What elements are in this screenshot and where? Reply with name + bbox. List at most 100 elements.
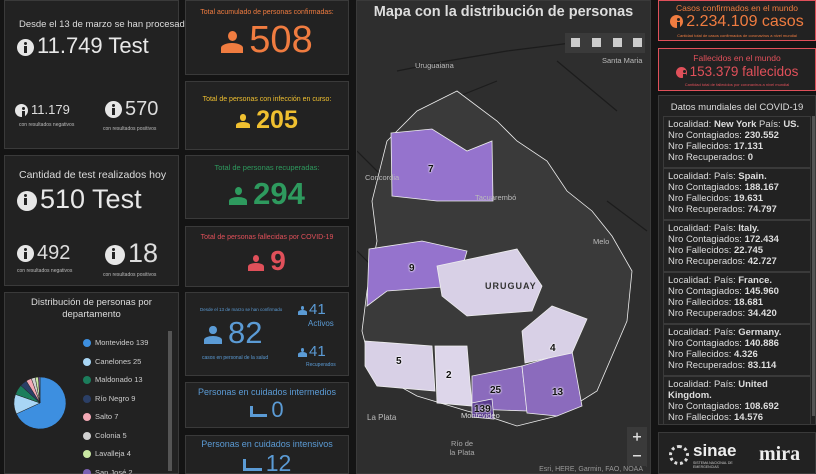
legend-swatch (83, 394, 91, 403)
stat: Nro Contagiados: 140.886 (668, 338, 806, 349)
place-label: Tacuarembó (475, 193, 517, 202)
location: Localidad: New York País: US. (668, 119, 806, 130)
world-entry: Localidad: New York País: US. Nro Contagi… (663, 116, 811, 168)
label: Localidad: (668, 327, 712, 338)
legend-name: Canelones (95, 356, 131, 366)
pie-slice (38, 376, 41, 404)
label: Nro Contagiados: (668, 182, 742, 193)
bed-icon (242, 459, 262, 471)
label: Nro Recuperados: (668, 256, 746, 267)
zoom-out[interactable] (633, 455, 641, 457)
stat: Nro Recuperados: 74.797 (668, 204, 806, 215)
legend-swatch (83, 339, 91, 348)
active: 41 (298, 301, 326, 318)
number: 508 (249, 19, 313, 61)
stat: Nro Contagiados: 172.434 (668, 234, 806, 245)
stat: Nro Recuperados: 42.727 (668, 256, 806, 267)
label: Nro Recuperados: (668, 308, 746, 319)
legend-value: 7 (114, 412, 119, 421)
label: Localidad: (668, 275, 712, 286)
value: 82 (204, 315, 262, 351)
active-panel: Total de personas con infección en curso… (185, 81, 349, 150)
value: 205 (186, 106, 348, 135)
list-button[interactable] (592, 38, 601, 47)
label: con resultados positivos (103, 272, 157, 278)
confirmed-panel: Total acumulado de personas confirmadas:… (185, 0, 349, 75)
infected: 140.886 (744, 338, 779, 349)
region-label: 25 (490, 385, 502, 396)
value: 0 (186, 397, 348, 423)
recovered: 42.727 (747, 256, 777, 267)
caption: Cantidad total de casos confirmados de c… (677, 33, 797, 38)
label: Personas en cuidados intensivos (201, 439, 333, 449)
value: 2.234.109 casos (659, 13, 815, 31)
zoom-control[interactable] (627, 427, 647, 467)
legend-name: Salto (95, 412, 113, 421)
title: Datos mundiales del COVID-19 (670, 102, 804, 113)
deaths: 17.131 (734, 141, 764, 152)
world-entry: Localidad: País: United Kingdom. Nro Cont… (663, 376, 811, 424)
label: País: (713, 275, 736, 286)
basemap-button[interactable] (633, 38, 642, 47)
legend-item: Montevideo 139 (83, 338, 148, 348)
deaths: 18.681 (734, 297, 764, 308)
recovered-panel: Total de personas recuperadas: 294 (185, 155, 349, 219)
label: Nro Fallecidos: (668, 245, 732, 256)
label: País: (713, 379, 736, 390)
number: 9 (270, 245, 286, 276)
legend-name: Maldonado (95, 375, 133, 384)
recovered: 0 (748, 423, 753, 424)
legend-value: 9 (131, 393, 136, 403)
place-label: Santa Maria (602, 56, 643, 65)
total: 510 Test (17, 184, 142, 215)
value: 570 (125, 98, 159, 120)
legend-name: Lavalleja (95, 449, 125, 458)
toolbar[interactable] (565, 33, 645, 53)
caption: Cantidad de test realizados hoy (19, 169, 167, 181)
legend-swatch (83, 376, 91, 385)
region (390, 128, 494, 202)
region-label: 13 (552, 387, 564, 398)
label: Nro Contagiados: (668, 234, 742, 245)
world-entry: Localidad: País: Spain. Nro Contagiados: … (663, 168, 811, 220)
label: Localidad: (668, 223, 712, 234)
home-button[interactable] (571, 38, 580, 47)
location: Localidad: País: Spain. (668, 171, 806, 182)
value: 11.749 Test (37, 33, 149, 58)
place-label: Río de la Plata (449, 439, 475, 457)
stat: Nro Fallecidos: 17.131 (668, 141, 806, 152)
legend-value: 5 (122, 430, 127, 440)
label: País: (713, 223, 736, 234)
stat: Nro Fallecidos: 4.326 (668, 349, 806, 360)
country: France. (738, 275, 773, 286)
scrollbar (812, 116, 815, 416)
stat: Nro Contagiados: 230.552 (668, 130, 806, 141)
zoom-in[interactable] (636, 432, 638, 441)
legend-item: Maldonado 13 (83, 375, 143, 385)
legend-item: Lavalleja 4 (83, 449, 131, 459)
legend-value: 13 (134, 375, 143, 384)
number: 41 (309, 343, 326, 360)
location: Localidad: País: France. (668, 275, 806, 286)
location: Localidad: País: Germany. (668, 327, 806, 338)
world-entry: Localidad: País: Italy. Nro Contagiados: … (663, 220, 811, 272)
region (436, 248, 543, 317)
layers-button[interactable] (613, 38, 622, 47)
label: Nro Fallecidos: (668, 193, 732, 204)
border (357, 40, 648, 272)
distribution-panel: Distribución de personas por departament… (4, 292, 179, 474)
country: Germany. (738, 327, 782, 338)
legend-item: San José 2 (83, 468, 133, 474)
label: Nro Fallecidos: (668, 349, 732, 360)
sinae-logo (669, 445, 689, 465)
label: Nro Recuperados: (668, 360, 746, 371)
region (434, 345, 473, 407)
infected: 188.167 (744, 182, 779, 193)
bed-icon (250, 406, 268, 417)
value: 510 Test (40, 184, 142, 214)
number: 294 (253, 176, 305, 211)
region (364, 340, 436, 392)
stat: Nro Contagiados: 145.960 (668, 286, 806, 297)
number: 2.234.109 casos (686, 13, 804, 30)
region (521, 305, 588, 364)
